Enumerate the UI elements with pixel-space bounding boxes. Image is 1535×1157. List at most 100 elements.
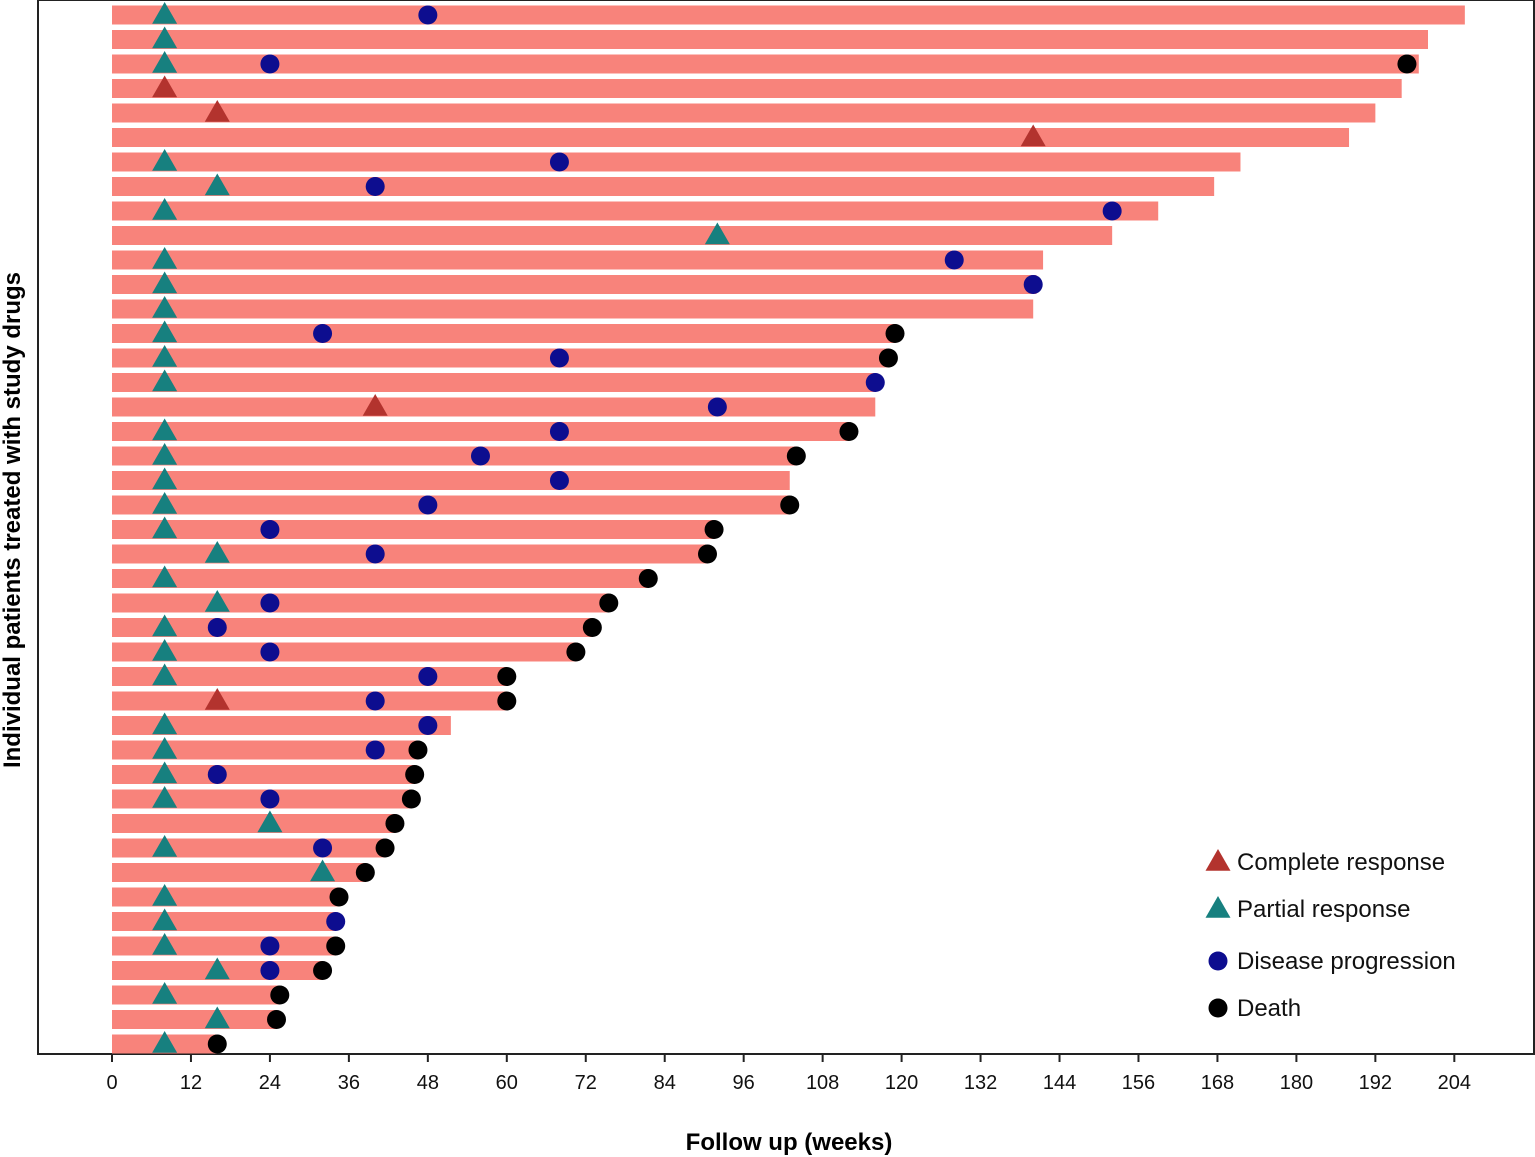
x-tick-label: 48 — [417, 1072, 439, 1094]
patient-bar — [112, 814, 395, 833]
patient-bar — [112, 152, 1241, 172]
death-marker — [270, 985, 290, 1005]
y-axis-title: Individual patients treated with study d… — [0, 272, 26, 768]
x-tick-label: 120 — [885, 1072, 918, 1094]
patient-bar — [112, 838, 386, 858]
x-tick-label: 0 — [106, 1072, 117, 1094]
partial-response-marker — [152, 271, 178, 294]
partial-response-marker — [257, 810, 283, 833]
death-marker — [1397, 54, 1417, 74]
partial-response-marker — [152, 369, 178, 392]
patient-bar — [112, 765, 415, 784]
x-tick-label: 144 — [1043, 1072, 1076, 1094]
patient-bar — [112, 667, 507, 686]
death-marker — [267, 1010, 286, 1029]
disease-progression-marker — [260, 642, 280, 662]
death-marker — [385, 814, 405, 833]
x-tick-label: 60 — [496, 1072, 518, 1094]
partial-response-marker — [152, 1, 178, 24]
partial-response-marker — [152, 908, 178, 931]
death-marker — [839, 422, 859, 441]
complete-response-marker — [204, 99, 230, 122]
patient-bar — [112, 520, 715, 539]
disease-progression-marker — [549, 471, 569, 490]
x-tick-label: 156 — [1122, 1072, 1155, 1094]
disease-progression-marker — [365, 177, 385, 196]
disease-progression-marker — [418, 5, 438, 25]
death-marker — [375, 838, 395, 858]
disease-progression-marker — [260, 961, 280, 980]
partial-response-marker — [152, 467, 178, 490]
patient-bar — [112, 863, 366, 882]
death-marker — [329, 887, 349, 907]
patient-bar — [112, 226, 1113, 245]
x-tick-label: 84 — [654, 1072, 676, 1094]
partial-response-marker — [152, 565, 178, 588]
patient-bar — [112, 618, 593, 637]
partial-response-marker — [152, 1030, 178, 1053]
x-tick-label: 180 — [1280, 1072, 1313, 1094]
legend-complete-response-symbol — [1205, 848, 1231, 871]
x-tick-label: 36 — [338, 1072, 360, 1094]
partial-response-marker — [152, 981, 178, 1004]
death-marker — [878, 348, 898, 368]
disease-progression-marker — [260, 936, 280, 956]
disease-progression-marker — [207, 618, 227, 637]
partial-response-marker — [152, 197, 178, 220]
disease-progression-marker — [865, 373, 885, 392]
partial-response-marker — [152, 614, 178, 637]
patient-bar — [112, 177, 1215, 196]
death-marker — [780, 495, 800, 515]
partial-response-marker — [204, 173, 230, 196]
patient-bar — [112, 324, 896, 343]
death-marker — [697, 544, 717, 564]
patient-bar — [112, 446, 797, 466]
patient-bar — [112, 422, 849, 441]
partial-response-marker — [152, 491, 178, 514]
disease-progression-marker — [260, 593, 280, 613]
partial-response-marker — [152, 50, 178, 73]
death-marker — [599, 593, 619, 613]
partial-response-marker — [704, 222, 730, 245]
patient-bar — [112, 201, 1159, 221]
death-marker — [704, 520, 724, 539]
disease-progression-marker — [418, 667, 438, 686]
partial-response-marker — [152, 26, 178, 49]
patient-bar — [112, 642, 576, 662]
death-marker — [497, 691, 517, 711]
death-marker — [401, 789, 421, 809]
x-tick-label: 204 — [1438, 1072, 1471, 1094]
patient-bar — [112, 936, 336, 956]
legend-death-symbol — [1208, 998, 1228, 1018]
death-marker — [786, 446, 806, 466]
partial-response-marker — [152, 785, 178, 808]
patient-bar — [112, 1010, 277, 1029]
patient-bar — [112, 128, 1350, 147]
patient-bar — [112, 79, 1402, 98]
disease-progression-marker — [260, 789, 280, 809]
disease-progression-marker — [549, 422, 569, 441]
patient-bar — [112, 716, 451, 735]
death-marker — [582, 618, 602, 637]
legend: Complete response Partial response Disease… — [1205, 848, 1456, 1022]
partial-response-marker — [204, 540, 230, 563]
disease-progression-marker — [549, 152, 569, 172]
complete-response-marker — [1020, 124, 1046, 147]
patient-bar — [112, 299, 1034, 319]
partial-response-marker — [152, 148, 178, 171]
x-tick-label: 12 — [180, 1072, 202, 1094]
partial-response-marker — [152, 295, 178, 318]
disease-progression-marker — [707, 397, 727, 417]
partial-response-marker — [152, 344, 178, 367]
disease-progression-marker — [549, 348, 569, 368]
disease-progression-marker — [1102, 201, 1122, 221]
partial-response-marker — [204, 1006, 230, 1029]
partial-response-marker — [152, 442, 178, 465]
partial-response-marker — [152, 663, 178, 686]
patient-bar — [112, 275, 1037, 294]
partial-response-marker — [152, 883, 178, 906]
disease-progression-marker — [1023, 275, 1043, 294]
x-axis-title: Follow up (weeks) — [686, 1129, 893, 1156]
partial-response-marker — [152, 761, 178, 784]
